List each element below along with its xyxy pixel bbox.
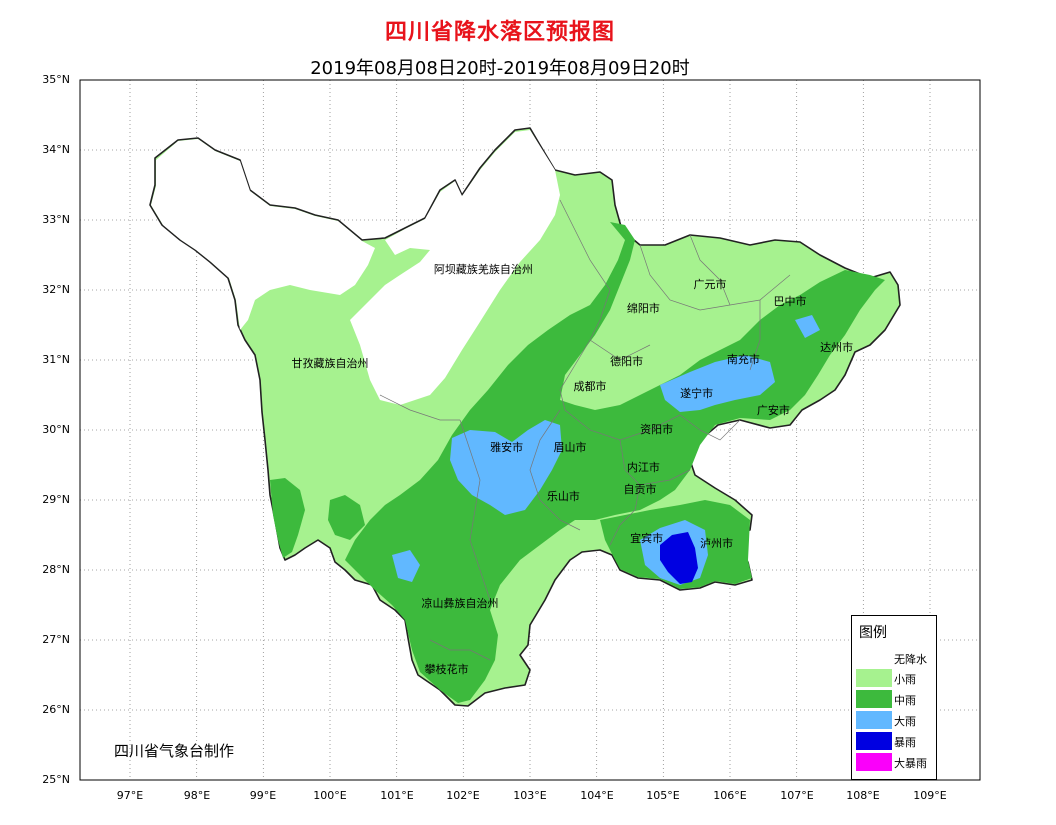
moderate-rain-southwest	[270, 478, 305, 558]
city-label: 泸州市	[700, 537, 734, 550]
forecast-period: 2019年08月08日20时-2019年08月09日20时	[310, 58, 690, 79]
map-frame	[79, 79, 981, 781]
city-label: 广元市	[693, 278, 727, 291]
city-label: 自贡市	[623, 483, 657, 497]
lat-label: 35°N	[42, 73, 70, 86]
lat-label: 27°N	[42, 633, 70, 646]
legend-label-extreme: 大暴雨	[894, 757, 927, 770]
city-label: 巴中市	[773, 294, 807, 308]
region-label: 甘孜藏族自治州	[291, 357, 369, 371]
city-label: 绵阳市	[626, 301, 660, 315]
sichuan-precipitation-fields	[149, 127, 901, 707]
lon-label: 107°E	[780, 789, 814, 802]
lat-label: 30°N	[42, 423, 70, 436]
prefecture-boundaries	[379, 199, 791, 661]
moderate-rain-west	[328, 495, 365, 540]
dry-region-northwest	[151, 139, 375, 330]
city-label: 南充市	[726, 352, 760, 366]
city-label: 达州市	[820, 341, 854, 354]
city-label: 攀枝花市	[424, 663, 469, 676]
heavy-rain-suining	[660, 355, 775, 412]
lon-label: 102°E	[446, 789, 480, 802]
lat-label: 31°N	[42, 353, 70, 366]
lat-label: 26°N	[42, 703, 70, 716]
lon-label: 108°E	[846, 789, 880, 802]
city-label: 遂宁市	[680, 387, 714, 401]
credit-text: 四川省气象台制作	[114, 742, 235, 760]
lat-label: 28°N	[42, 563, 70, 576]
lon-label: 109°E	[913, 789, 947, 802]
legend-label-none: 无降水	[894, 653, 927, 666]
legend-swatch-moderate	[856, 690, 892, 708]
lon-label: 97°E	[116, 789, 144, 802]
legend-label-heavy: 大雨	[894, 715, 916, 728]
legend-title: 图例	[859, 625, 887, 641]
lon-label: 103°E	[513, 789, 547, 802]
torrential-rain-core	[660, 532, 698, 584]
city-label: 乐山市	[546, 490, 580, 504]
legend: 图例 无降水 小雨 中雨 大雨 暴雨 大暴雨	[851, 615, 937, 780]
legend-label-torrential: 暴雨	[894, 736, 916, 749]
city-label: 雅安市	[490, 441, 524, 455]
lon-label: 98°E	[183, 789, 211, 802]
lat-label: 33°N	[42, 213, 70, 226]
region-label: 阿坝藏族羌族自治州	[433, 263, 533, 277]
lon-label: 100°E	[313, 789, 347, 802]
city-label: 内江市	[626, 461, 660, 475]
legend-label-light: 小雨	[894, 673, 916, 686]
legend-swatch-light	[856, 669, 892, 687]
heavy-rain-north	[795, 315, 820, 338]
legend-swatch-torrential	[856, 732, 892, 750]
legend-swatch-heavy	[856, 711, 892, 729]
heavy-rain-liangshan	[392, 550, 420, 582]
lon-label: 104°E	[580, 789, 614, 802]
region-label: 凉山彝族自治州	[421, 596, 499, 610]
city-label: 广安市	[756, 404, 790, 417]
lon-label: 101°E	[380, 789, 414, 802]
lon-label: 106°E	[713, 789, 747, 802]
map-title: 四川省降水落区预报图	[384, 20, 615, 45]
city-label: 宜宾市	[630, 532, 664, 546]
lon-label: 99°E	[249, 789, 277, 802]
city-label: 资阳市	[640, 422, 674, 436]
city-label: 成都市	[573, 380, 607, 394]
city-label: 眉山市	[553, 441, 587, 455]
lon-label: 105°E	[646, 789, 680, 802]
city-label: 德阳市	[610, 355, 644, 368]
legend-label-moderate: 中雨	[894, 694, 916, 707]
lat-label: 25°N	[42, 773, 70, 786]
lat-label: 29°N	[42, 493, 70, 506]
dry-region-aba	[350, 130, 560, 405]
lat-label: 34°N	[42, 143, 70, 156]
legend-swatch-extreme	[856, 753, 892, 771]
lat-label: 32°N	[42, 283, 70, 296]
moderate-rain-band	[345, 222, 885, 703]
